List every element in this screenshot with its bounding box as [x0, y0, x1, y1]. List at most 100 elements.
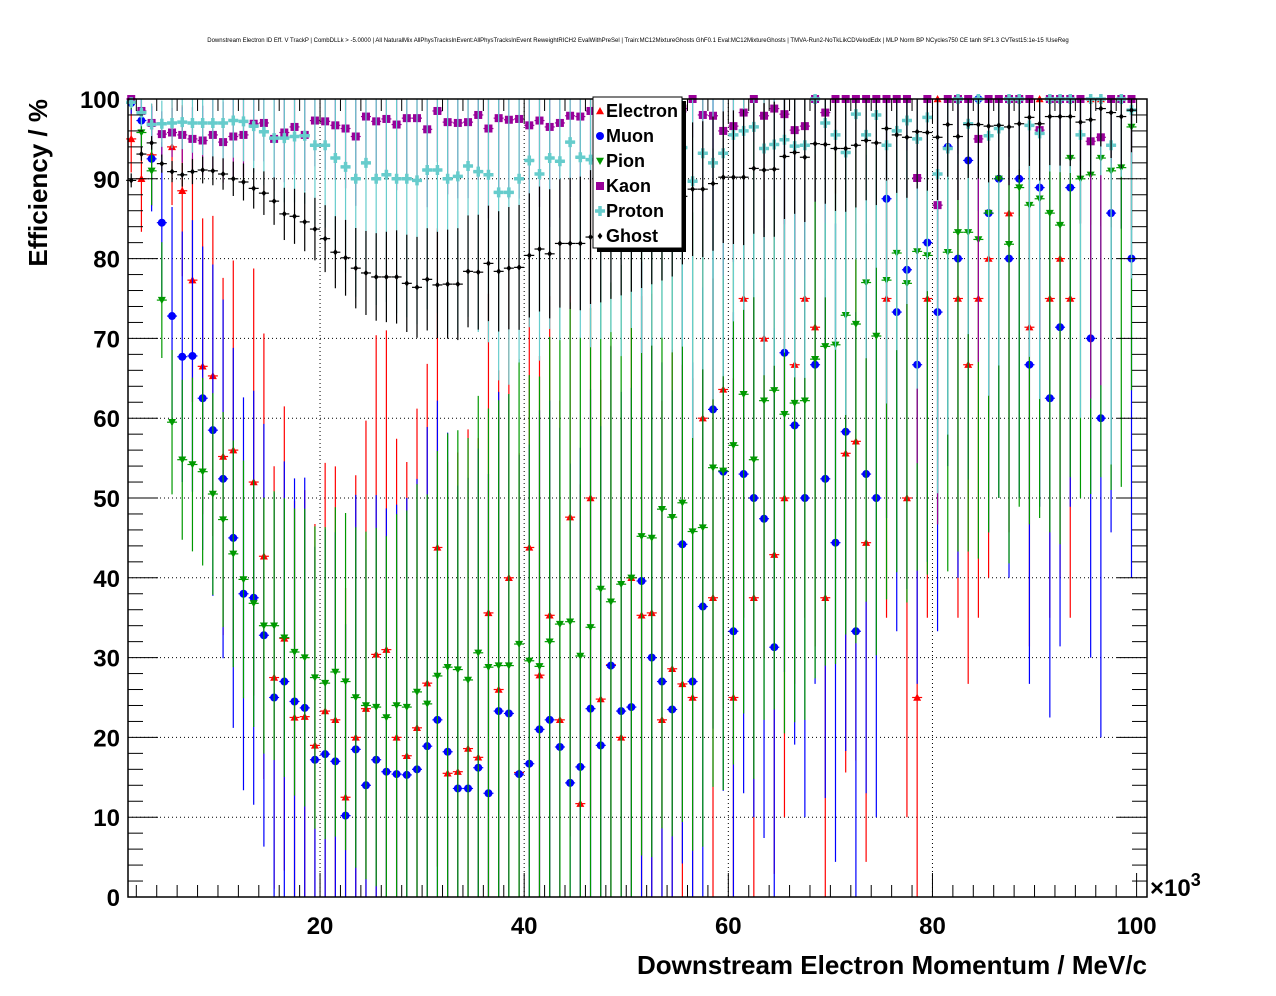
proton-marker — [340, 161, 351, 172]
pion-marker — [372, 703, 381, 712]
pion-marker — [678, 499, 687, 507]
legend-entry-electron: Electron — [596, 101, 678, 121]
proton-marker — [544, 153, 555, 164]
ghost-marker — [731, 174, 736, 181]
proton-marker — [207, 117, 218, 128]
grid-lines — [128, 98, 1147, 897]
ghost-marker — [741, 174, 747, 181]
pion-marker — [668, 513, 677, 522]
proton-marker — [197, 117, 208, 128]
pion-marker — [423, 700, 432, 708]
pion-marker — [790, 399, 799, 408]
legend-box — [592, 96, 683, 249]
ghost-marker — [955, 133, 961, 140]
pion-marker — [382, 714, 391, 722]
ghost-marker — [220, 170, 226, 178]
ghost-marker — [1016, 120, 1022, 127]
ghost-marker — [159, 160, 165, 167]
ghost-marker — [465, 268, 471, 275]
chart-title: Downstream Electron ID Eff. V TrackP | C… — [207, 38, 1069, 44]
electron-marker — [178, 186, 187, 194]
proton-marker — [136, 107, 147, 118]
ghost-marker — [996, 122, 1002, 129]
y-tick-label: 0 — [107, 885, 120, 912]
y-tick-label: 50 — [93, 486, 120, 513]
ghost-marker — [771, 166, 777, 173]
proton-marker — [452, 171, 463, 182]
ghost-marker — [353, 264, 359, 272]
legend-label: Muon — [606, 126, 654, 146]
pion-marker — [178, 456, 187, 464]
ghost-marker — [414, 284, 420, 291]
muon-marker — [157, 218, 166, 227]
pion-marker — [147, 167, 156, 175]
pion-marker — [331, 668, 340, 676]
pion-marker — [474, 649, 483, 657]
pion-marker — [341, 678, 350, 686]
ghost-marker — [241, 178, 246, 186]
pion-marker — [219, 516, 228, 524]
pion-marker — [800, 397, 809, 405]
ghost-marker — [343, 254, 348, 262]
ghost-marker — [690, 185, 695, 193]
pion-marker — [392, 702, 401, 710]
ghost-marker — [1088, 116, 1094, 123]
proton-marker — [238, 116, 249, 127]
ghost-marker — [853, 142, 859, 149]
proton-marker — [289, 131, 300, 142]
ghost-marker — [516, 264, 522, 271]
ghost-marker — [1098, 105, 1104, 112]
proton-marker — [432, 165, 443, 176]
pion-marker — [321, 679, 330, 688]
pion-marker — [780, 411, 789, 419]
pion-marker — [361, 702, 370, 710]
pion-marker — [729, 442, 738, 450]
electron-marker — [913, 693, 922, 701]
ghost-marker — [812, 140, 818, 147]
proton-marker — [309, 140, 320, 151]
ghost-marker — [486, 260, 491, 267]
pion-marker — [351, 694, 360, 702]
x-tick-label: 20 — [307, 913, 334, 940]
pion-marker — [270, 622, 279, 630]
proton-marker — [371, 173, 382, 184]
legend-entry-pion: Pion — [596, 151, 645, 171]
pion-marker — [596, 585, 605, 593]
pion-marker — [443, 663, 452, 672]
proton-marker — [187, 117, 198, 128]
proton-marker — [279, 133, 290, 144]
x-tick-label: 40 — [511, 913, 538, 940]
ghost-marker — [700, 185, 706, 193]
pion-marker — [515, 640, 524, 649]
ghost-marker — [802, 154, 808, 161]
pion-marker — [872, 332, 881, 341]
muon-marker — [178, 352, 187, 361]
pion-marker — [760, 397, 769, 405]
ghost-marker — [537, 245, 542, 253]
ghost-marker — [1057, 113, 1063, 120]
proton-marker — [595, 206, 605, 216]
proton-marker — [524, 155, 535, 166]
ghost-marker — [597, 232, 603, 240]
pion-marker — [719, 467, 728, 475]
legend-label: Pion — [606, 151, 645, 171]
pion-marker — [617, 580, 626, 589]
ghost-marker — [833, 145, 838, 152]
proton-marker — [503, 187, 514, 198]
ghost-marker — [822, 141, 828, 148]
proton-marker — [350, 173, 361, 184]
proton-marker — [554, 156, 565, 167]
ghost-marker — [557, 240, 563, 247]
ghost-marker — [720, 174, 726, 181]
proton-marker — [483, 169, 494, 180]
x-multiplier-base: ×10 — [1150, 875, 1191, 902]
legend-label: Electron — [606, 101, 678, 121]
ghost-marker — [1027, 114, 1032, 121]
proton-marker — [299, 130, 310, 141]
ghost-marker — [1067, 113, 1073, 120]
pion-marker — [576, 652, 585, 661]
proton-marker — [565, 137, 576, 148]
proton-marker — [320, 140, 331, 151]
ghost-marker — [445, 280, 451, 288]
